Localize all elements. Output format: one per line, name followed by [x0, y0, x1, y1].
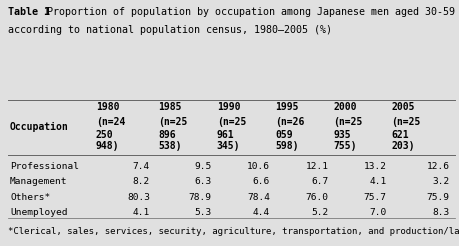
Text: 1995: 1995	[275, 102, 299, 112]
Text: 4.1: 4.1	[369, 177, 386, 186]
Text: 12.1: 12.1	[306, 162, 329, 170]
Text: (n=26: (n=26	[275, 117, 305, 127]
Text: 75.7: 75.7	[364, 193, 386, 202]
Text: (n=25: (n=25	[333, 117, 363, 127]
Text: (n=25: (n=25	[158, 117, 187, 127]
Text: 203): 203)	[391, 141, 414, 151]
Text: (n=25: (n=25	[217, 117, 246, 127]
Text: 76.0: 76.0	[306, 193, 329, 202]
Text: Proportion of population by occupation among Japanese men aged 30-59: Proportion of population by occupation a…	[41, 7, 455, 17]
Text: 250: 250	[96, 130, 113, 140]
Text: 059: 059	[275, 130, 293, 140]
Text: 6.3: 6.3	[194, 177, 211, 186]
Text: 13.2: 13.2	[364, 162, 386, 170]
Text: Management: Management	[10, 177, 67, 186]
Text: 4.1: 4.1	[133, 208, 150, 217]
Text: 8.3: 8.3	[432, 208, 450, 217]
Text: Professional: Professional	[10, 162, 79, 170]
Text: 345): 345)	[217, 141, 240, 151]
Text: 621: 621	[391, 130, 409, 140]
Text: *Clerical, sales, services, security, agriculture, transportation, and productio: *Clerical, sales, services, security, ag…	[8, 227, 459, 236]
Text: Occupation: Occupation	[10, 122, 69, 132]
Text: 2000: 2000	[333, 102, 357, 112]
Text: according to national population census, 1980–2005 (%): according to national population census,…	[8, 25, 332, 35]
Text: 6.6: 6.6	[252, 177, 270, 186]
Text: 1980: 1980	[96, 102, 119, 112]
Text: 10.6: 10.6	[247, 162, 270, 170]
Text: 2005: 2005	[391, 102, 414, 112]
Text: 6.7: 6.7	[311, 177, 329, 186]
Text: 1985: 1985	[158, 102, 181, 112]
Text: 7.0: 7.0	[369, 208, 386, 217]
Text: 935: 935	[333, 130, 351, 140]
Text: 755): 755)	[333, 141, 357, 151]
Text: 896: 896	[158, 130, 175, 140]
Text: 5.3: 5.3	[194, 208, 211, 217]
Text: 5.2: 5.2	[311, 208, 329, 217]
Text: 12.6: 12.6	[427, 162, 450, 170]
Text: Table 1: Table 1	[8, 7, 50, 17]
Text: 961: 961	[217, 130, 234, 140]
Text: 1990: 1990	[217, 102, 240, 112]
Text: 80.3: 80.3	[127, 193, 150, 202]
Text: (n=25: (n=25	[391, 117, 420, 127]
Text: 3.2: 3.2	[432, 177, 450, 186]
Text: 4.4: 4.4	[252, 208, 270, 217]
Text: 78.4: 78.4	[247, 193, 270, 202]
Text: 78.9: 78.9	[188, 193, 211, 202]
Text: Unemployed: Unemployed	[10, 208, 67, 217]
Text: Others*: Others*	[10, 193, 50, 202]
Text: 7.4: 7.4	[133, 162, 150, 170]
Text: 948): 948)	[96, 141, 119, 151]
Text: 538): 538)	[158, 141, 181, 151]
Text: 9.5: 9.5	[194, 162, 211, 170]
Text: 598): 598)	[275, 141, 299, 151]
Text: 75.9: 75.9	[427, 193, 450, 202]
Text: (n=24: (n=24	[96, 117, 125, 127]
Text: 8.2: 8.2	[133, 177, 150, 186]
